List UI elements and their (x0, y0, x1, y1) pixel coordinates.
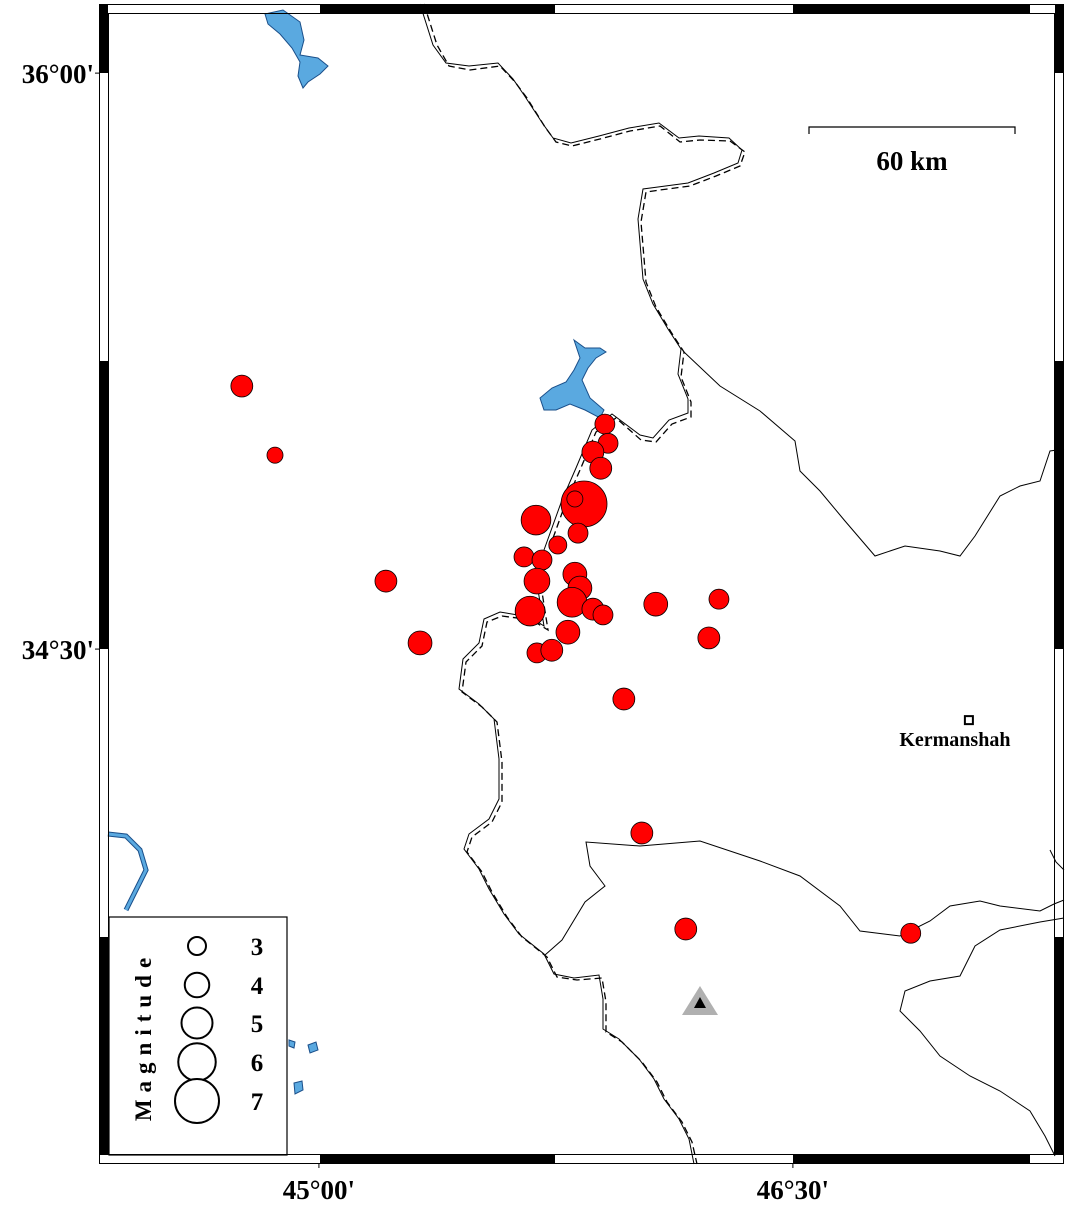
frame-bar (99, 4, 108, 73)
legend-label: 3 (251, 934, 264, 961)
lake (264, 9, 329, 89)
lon-tick-label: 45°00' (283, 1175, 355, 1203)
frame-bar (320, 4, 555, 13)
legend-symbol (183, 971, 211, 999)
legend-label: 4 (251, 973, 264, 1000)
province-border (1049, 849, 1065, 871)
earthquake (555, 619, 581, 645)
earthquake (643, 591, 669, 617)
earthquake (566, 490, 584, 508)
lon-tick-label: 46°30' (757, 1175, 829, 1203)
lake (539, 338, 607, 419)
frame-bar (1055, 361, 1064, 649)
province-border (683, 351, 1065, 557)
lat-tick-label: 34°30' (22, 635, 94, 665)
frame-bar (1055, 4, 1064, 73)
earthquake (513, 546, 535, 568)
frame-bar (99, 361, 108, 649)
frame-bar (99, 937, 108, 1155)
earthquake (230, 374, 254, 398)
events (230, 374, 922, 944)
province-border (544, 840, 1065, 956)
province-border (899, 917, 1065, 1157)
lake (288, 1039, 319, 1095)
earthquake (674, 917, 698, 941)
earthquake (630, 821, 654, 845)
earthquake (900, 922, 922, 944)
legend-symbol (177, 1042, 217, 1082)
frame-inner (108, 13, 1055, 1155)
earthquake (589, 456, 613, 480)
frame-bar (793, 1155, 1030, 1164)
legend-label: 5 (251, 1011, 264, 1038)
scale-bar-line (808, 126, 1016, 134)
earthquake (697, 626, 721, 650)
earthquake (531, 549, 553, 571)
scale-bar: 60 km (808, 126, 1016, 176)
legend-symbol (174, 1078, 220, 1124)
legend-symbol (180, 1006, 214, 1040)
earthquake (266, 446, 284, 464)
earthquake (374, 569, 398, 593)
station-marker-inner (693, 996, 706, 1008)
earthquake (594, 413, 616, 435)
river (107, 831, 149, 912)
earthquake (592, 604, 614, 626)
frame-bars (99, 4, 1064, 1164)
frame-bar (793, 4, 1030, 13)
lat-tick-label: 36°00' (22, 59, 94, 89)
city-label: Kermanshah (899, 729, 1010, 751)
earthquake (520, 504, 552, 536)
city-marker (963, 715, 974, 726)
earthquake (548, 535, 568, 555)
legend-label: 7 (251, 1089, 264, 1116)
river (107, 832, 148, 911)
map-frame (95, 4, 1064, 1168)
legend-symbol (187, 936, 207, 956)
frame-bar (1055, 937, 1064, 1155)
earthquake (407, 630, 433, 656)
earthquake (523, 567, 551, 595)
earthquake (567, 522, 589, 544)
earthquake (540, 638, 564, 662)
earthquake (708, 588, 730, 610)
legend: Magnitude 3 4 5 6 7 (108, 916, 288, 1156)
earthquake (612, 687, 636, 711)
earthquake (560, 480, 608, 528)
earthquake (514, 595, 546, 627)
legend-label: 6 (251, 1050, 264, 1077)
scale-bar-label: 60 km (876, 146, 948, 176)
frame-bar (320, 1155, 555, 1164)
legend-title: Magnitude (131, 951, 156, 1121)
